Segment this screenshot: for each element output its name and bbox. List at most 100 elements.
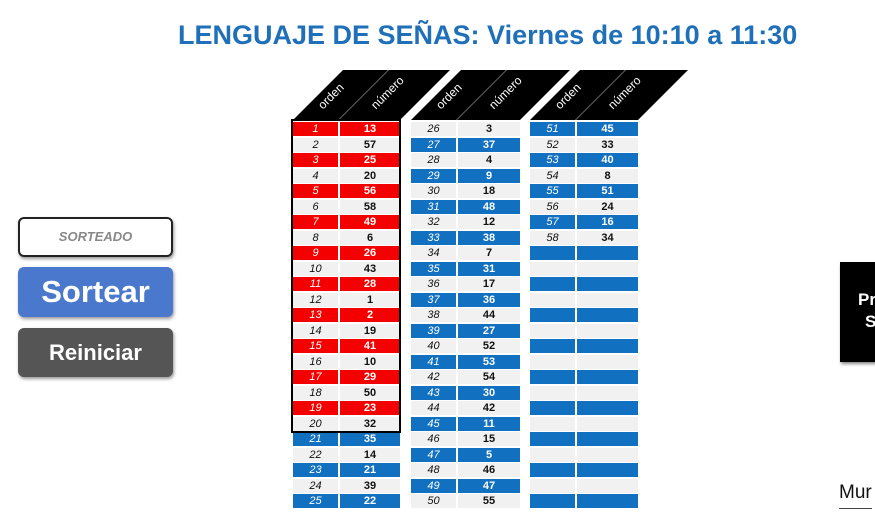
numero-cell: 4 xyxy=(458,153,520,167)
orden-cell: 39 xyxy=(411,323,456,338)
numero-cell xyxy=(577,463,638,477)
footer-link[interactable]: Mur xyxy=(839,482,872,509)
numero-cell: 38 xyxy=(458,230,520,245)
orden-cell: 17 xyxy=(293,370,338,384)
orden-cell: 54 xyxy=(530,168,575,183)
table-row: 9 26 xyxy=(293,245,400,261)
orden-cell: 45 xyxy=(411,416,456,431)
table-row: 27 37 xyxy=(411,137,520,153)
numero-cell: 23 xyxy=(340,401,400,415)
table-row xyxy=(530,462,638,478)
sorteado-field[interactable]: SORTEADO xyxy=(18,217,173,257)
table-row xyxy=(530,400,638,416)
numero-cell: 35 xyxy=(340,432,400,446)
numero-cell: 42 xyxy=(458,401,520,415)
table-row: 38 44 xyxy=(411,307,520,323)
column-header: orden número xyxy=(411,70,570,120)
table-row: 3 25 xyxy=(293,152,400,168)
side-button-line2: S xyxy=(865,312,875,331)
column-header: orden número xyxy=(293,70,450,120)
table-row: 47 5 xyxy=(411,447,520,463)
table-row: 22 14 xyxy=(293,447,400,463)
table-row xyxy=(530,416,638,432)
orden-cell: 27 xyxy=(411,137,456,152)
table-row: 55 51 xyxy=(530,183,638,199)
numero-cell: 21 xyxy=(340,463,400,477)
table-row: 21 35 xyxy=(293,431,400,447)
numero-cell: 56 xyxy=(340,184,400,198)
numero-cell: 49 xyxy=(340,215,400,229)
orden-cell: 28 xyxy=(411,153,456,167)
table-row: 16 10 xyxy=(293,354,400,370)
table-row: 4 20 xyxy=(293,168,400,184)
table-row: 13 2 xyxy=(293,307,400,323)
numero-cell xyxy=(577,401,638,415)
orden-cell: 31 xyxy=(411,199,456,214)
table-row: 58 34 xyxy=(530,230,638,246)
sortear-button[interactable]: Sortear xyxy=(18,267,173,317)
table-row: 37 36 xyxy=(411,292,520,308)
numero-cell: 25 xyxy=(340,153,400,167)
numero-cell: 5 xyxy=(458,447,520,462)
numero-cell: 48 xyxy=(458,199,520,214)
table-row: 10 43 xyxy=(293,261,400,277)
orden-cell: 12 xyxy=(293,292,338,307)
table-row: 43 30 xyxy=(411,385,520,401)
orden-cell: 13 xyxy=(293,308,338,322)
table-row xyxy=(530,385,638,401)
numero-cell: 8 xyxy=(577,168,638,183)
table-row xyxy=(530,292,638,308)
numero-cell: 14 xyxy=(340,447,400,462)
orden-cell: 37 xyxy=(411,292,456,307)
orden-cell: 56 xyxy=(530,199,575,214)
table-row: 6 58 xyxy=(293,199,400,215)
table-row: 54 8 xyxy=(530,168,638,184)
table-row: 25 22 xyxy=(293,493,400,509)
orden-cell: 48 xyxy=(411,463,456,477)
table-row: 1 13 xyxy=(293,121,400,137)
orden-cell xyxy=(530,401,575,415)
orden-cell xyxy=(530,463,575,477)
orden-cell: 2 xyxy=(293,137,338,152)
table-row: 15 41 xyxy=(293,338,400,354)
orden-cell xyxy=(530,261,575,276)
numero-cell: 15 xyxy=(458,432,520,446)
orden-cell xyxy=(530,308,575,322)
numero-cell: 54 xyxy=(458,370,520,384)
numero-cell: 40 xyxy=(577,153,638,167)
orden-cell: 46 xyxy=(411,432,456,446)
numero-cell xyxy=(577,478,638,493)
reiniciar-button[interactable]: Reiniciar xyxy=(18,328,173,377)
orden-cell: 5 xyxy=(293,184,338,198)
numero-cell: 52 xyxy=(458,339,520,353)
table-row: 28 4 xyxy=(411,152,520,168)
numero-cell xyxy=(577,370,638,384)
orden-cell: 24 xyxy=(293,478,338,493)
orden-cell: 42 xyxy=(411,370,456,384)
orden-cell: 58 xyxy=(530,230,575,245)
numero-cell: 39 xyxy=(340,478,400,493)
orden-cell: 6 xyxy=(293,199,338,214)
numero-cell xyxy=(577,432,638,446)
orden-cell: 57 xyxy=(530,215,575,229)
orden-cell: 38 xyxy=(411,308,456,322)
orden-cell xyxy=(530,323,575,338)
numero-cell xyxy=(577,494,638,508)
table-row: 5 56 xyxy=(293,183,400,199)
numero-cell: 32 xyxy=(340,416,400,431)
numero-cell: 53 xyxy=(458,354,520,369)
table-row: 42 54 xyxy=(411,369,520,385)
table-row: 2 57 xyxy=(293,137,400,153)
orden-cell: 26 xyxy=(411,122,456,136)
side-button[interactable]: Pr S xyxy=(840,262,875,362)
numero-cell xyxy=(577,354,638,369)
table-row xyxy=(530,369,638,385)
table-row: 34 7 xyxy=(411,245,520,261)
orden-cell xyxy=(530,277,575,291)
table-row xyxy=(530,478,638,494)
numero-cell: 10 xyxy=(340,354,400,369)
orden-cell xyxy=(530,447,575,462)
orden-cell: 52 xyxy=(530,137,575,152)
table-row xyxy=(530,447,638,463)
table-row: 51 45 xyxy=(530,121,638,137)
